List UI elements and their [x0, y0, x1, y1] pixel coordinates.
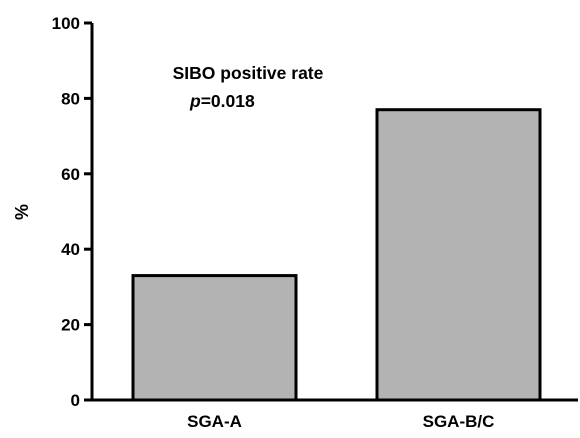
y-tick-label: 40 — [61, 240, 80, 259]
x-category-label: SGA-B/C — [423, 412, 495, 431]
annotation-p-value: p=0.018 — [189, 91, 255, 111]
p-value-text: =0.018 — [201, 91, 255, 111]
y-tick-label: 0 — [71, 391, 80, 410]
bar-sga-a — [131, 274, 298, 402]
bar-sga-b-c — [375, 108, 542, 402]
y-tick-label: 60 — [61, 165, 80, 184]
y-tick-label: 100 — [52, 14, 80, 33]
bars — [131, 108, 542, 402]
p-symbol: p — [189, 91, 201, 111]
x-axis-categories: SGA-A SGA-B/C — [187, 412, 494, 431]
annotation-title: SIBO positive rate — [173, 63, 324, 83]
y-axis-ticks: 0 20 40 60 80 100 — [52, 14, 92, 410]
y-tick-label: 80 — [61, 89, 80, 108]
y-tick-label: 20 — [61, 316, 80, 335]
x-category-label: SGA-A — [187, 412, 242, 431]
y-axis-label: % — [12, 204, 32, 220]
